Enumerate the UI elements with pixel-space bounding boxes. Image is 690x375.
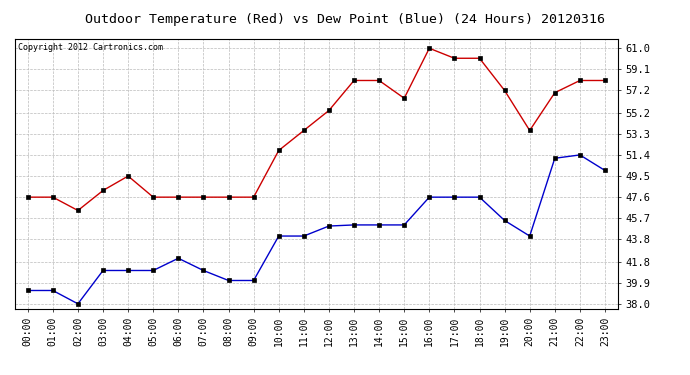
Text: Copyright 2012 Cartronics.com: Copyright 2012 Cartronics.com [18,44,164,52]
Text: Outdoor Temperature (Red) vs Dew Point (Blue) (24 Hours) 20120316: Outdoor Temperature (Red) vs Dew Point (… [85,13,605,26]
